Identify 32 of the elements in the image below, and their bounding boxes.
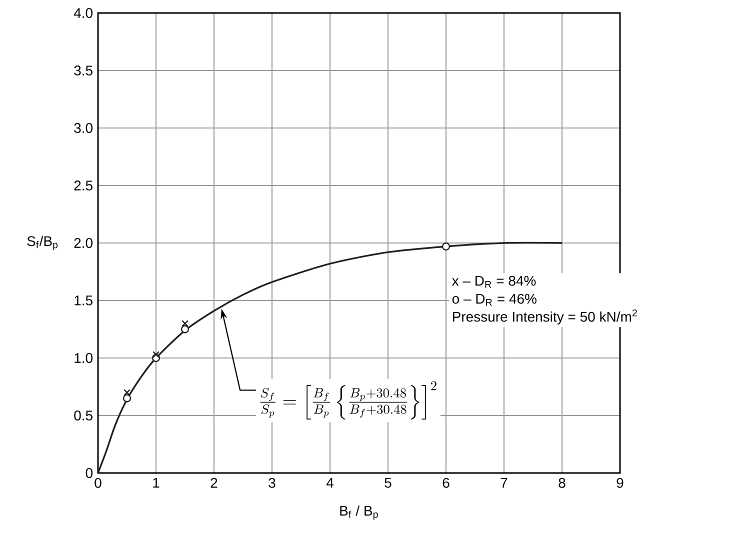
y-tick-label: 0 xyxy=(86,468,93,478)
x-tick-label: 1 xyxy=(153,478,160,488)
y-tick-label: 3.5 xyxy=(74,66,92,76)
x-tick-label: 4 xyxy=(326,478,334,488)
x-tick-label: 3 xyxy=(268,478,276,488)
x-axis-title: B$_{f}$ / B$_{p}$ xyxy=(340,505,378,520)
y-tick-label: 1.5 xyxy=(74,296,92,306)
y-axis-title: S$_{f}$/B$_{p}$ xyxy=(27,236,58,250)
y-tick-label: 4.0 xyxy=(74,8,93,18)
line-series xyxy=(97,242,563,474)
x-tick-label: 6 xyxy=(442,478,450,488)
y-tick-label: 3.0 xyxy=(74,123,93,133)
point xyxy=(180,325,190,334)
annotation: x – D$_{R}$ = 84% xyxy=(452,276,536,288)
y-tick-label: 1.0 xyxy=(74,353,93,363)
annotation: o – D$_{R}$ = 46% xyxy=(452,294,536,306)
x-tick-label: 0 xyxy=(94,478,102,488)
point xyxy=(182,320,188,327)
x-tick-label: 7 xyxy=(500,478,508,488)
annotation: Pressure Intensity = 50 kN/m$^{2}$ xyxy=(452,309,637,325)
y-tick-label: 2.0 xyxy=(74,238,93,248)
point xyxy=(442,242,450,251)
x-tick-label: 5 xyxy=(384,478,392,488)
x-tick-label: 2 xyxy=(210,478,218,488)
y-tick-label: 2.5 xyxy=(74,180,92,190)
x-tick-label: 9 xyxy=(616,478,624,488)
point xyxy=(122,394,132,402)
point xyxy=(124,389,130,396)
x-tick-label: 8 xyxy=(558,478,566,488)
y-tick-label: 0.5 xyxy=(74,410,92,420)
annotation: $\frac{S_f}{S_p}=\left[\frac{B_f}{B_p}\left\{\frac{B_p+30.48}{B_f+30.48}\right\}\right]^2$ xyxy=(260,381,436,420)
point xyxy=(152,351,160,358)
